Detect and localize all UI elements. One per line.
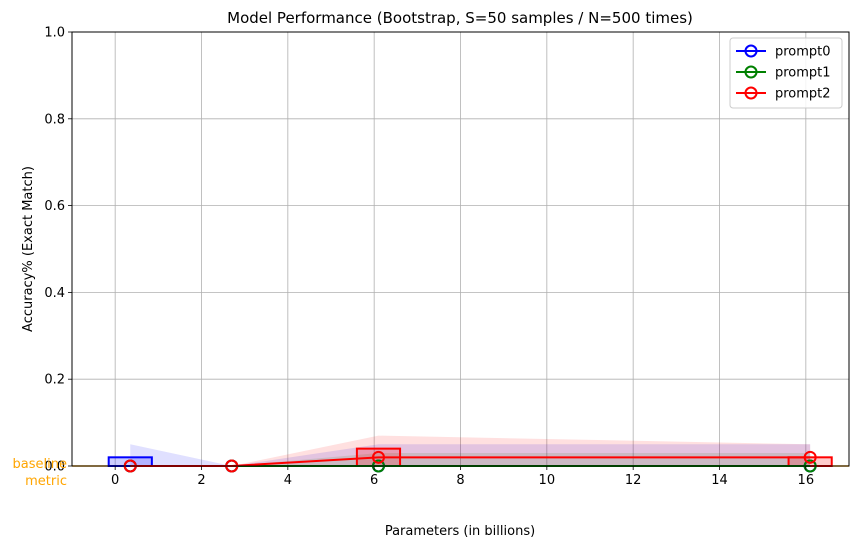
legend-swatch-marker — [744, 86, 758, 100]
x-axis-label: Parameters (in billions) — [385, 524, 535, 539]
y-axis-label: Accuracy% (Exact Match) — [21, 166, 36, 332]
x-tick-label: 6 — [370, 473, 378, 488]
prompt2-band — [130, 435, 811, 466]
legend-swatch-marker — [744, 65, 758, 79]
y-tick-label: 1.0 — [44, 26, 65, 41]
y-tick-label: 0.4 — [44, 286, 65, 301]
y-tick-label: 0.0 — [44, 460, 65, 475]
axis-ticks: 0 2 4 6 8 10 12 14 16 0.0 0.2 0.4 0.6 0.8 1.0 — [44, 26, 814, 489]
legend: prompt0 prompt1 prompt2 — [729, 37, 843, 109]
baseline-label-line1: baseline — [13, 457, 67, 472]
x-tick-label: 16 — [798, 473, 815, 488]
baseline-label-line2: metric — [25, 474, 67, 489]
prompt2-point — [803, 450, 817, 464]
x-tick-label: 10 — [539, 473, 556, 488]
legend-swatch-marker — [744, 44, 758, 58]
prompt0-band — [130, 444, 811, 466]
x-tick-label: 14 — [711, 473, 728, 488]
x-tick-label: 8 — [456, 473, 464, 488]
legend-label: prompt2 — [775, 87, 831, 102]
x-tick-label: 4 — [284, 473, 292, 488]
legend-box — [729, 37, 843, 109]
x-tick-label: 0 — [111, 473, 119, 488]
legend-label: prompt0 — [775, 45, 831, 60]
chart-title: Model Performance (Bootstrap, S=50 sampl… — [227, 9, 693, 27]
x-tick-label: 12 — [625, 473, 642, 488]
legend-label: prompt1 — [775, 66, 831, 81]
y-tick-label: 0.8 — [44, 112, 65, 127]
x-tick-label: 2 — [197, 473, 205, 488]
prompt2-point — [371, 450, 385, 464]
y-tick-label: 0.2 — [44, 373, 65, 388]
y-tick-label: 0.6 — [44, 199, 65, 214]
prompt2-bar — [787, 456, 833, 468]
prompt0-bar — [107, 456, 153, 468]
